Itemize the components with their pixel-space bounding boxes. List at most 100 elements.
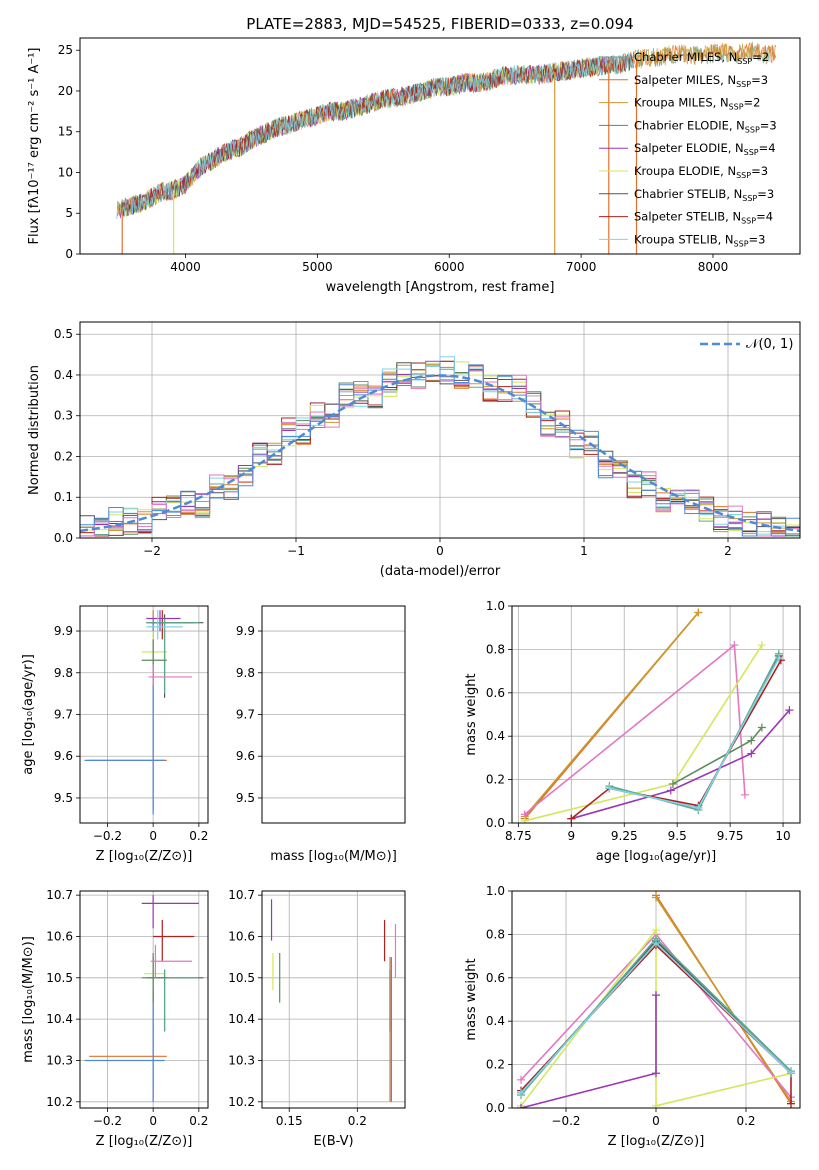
weight-marker [652, 1069, 660, 1078]
y-tick-label: 9.9 [54, 624, 73, 638]
x-tick-label: 6000 [434, 260, 465, 274]
legend-label: Chabrier ELODIE, NSSP=3 [634, 118, 777, 134]
weight-line [609, 657, 780, 809]
weight-marker [605, 784, 614, 793]
y-tick-label: 0.6 [486, 686, 505, 700]
x-tick-label: −2 [143, 544, 161, 558]
x-tick-label: 10 [775, 829, 790, 843]
plot-area [116, 41, 777, 254]
weight-line [520, 995, 657, 1108]
y-tick-label: 0.1 [54, 490, 73, 504]
weight-marker [757, 641, 766, 650]
y-tick-label: 10.5 [46, 971, 73, 985]
y-tick-label: 0.5 [54, 327, 73, 341]
weight-marker [694, 608, 703, 617]
weight-marker [694, 803, 703, 812]
panel-age_vs_Z: −0.2 0 0.2 9.5 9.6 9.7 9.8 9.9 Z [log₁₀(Z/Z⊙)] ag… [21, 605, 209, 864]
legend-label: 𝒩(0, 1) [746, 337, 793, 352]
weight-line [524, 643, 746, 815]
y-tick-label: 9.8 [236, 666, 255, 680]
spectrum-line [121, 51, 634, 217]
weight-marker [668, 779, 677, 788]
weight-marker [787, 1069, 795, 1078]
y-tick-label: 0.2 [486, 1058, 505, 1072]
axes-frame [261, 890, 406, 1109]
axes-frame [511, 605, 801, 824]
y-tick-label: 10.2 [46, 1095, 73, 1109]
x-axis-label: age [log₁₀(age/yr)] [596, 849, 717, 864]
weight-line [524, 611, 700, 818]
axes-frame [79, 321, 801, 539]
x-axis-label: wavelength [Angstrom, rest frame] [326, 280, 555, 295]
y-tick-label: 9.9 [236, 624, 255, 638]
y-tick-label: 9.5 [236, 791, 255, 805]
x-tick-label: 4000 [170, 260, 201, 274]
gaussian-curve [80, 374, 800, 533]
x-axis-label: Z [log₁₀(Z/Z⊙)] [96, 1134, 193, 1149]
y-tick-label: 9.6 [54, 749, 73, 763]
panels: 4000 5000 6000 7000 80000510152025wavelength… [21, 37, 801, 1149]
plot-area [80, 356, 800, 537]
y-tick-label: 10.3 [46, 1053, 73, 1067]
legend-label: Chabrier MILES, NSSP=2 [634, 50, 769, 66]
plot-area [84, 895, 204, 1102]
y-tick-label: 0.6 [486, 971, 505, 985]
weight-marker [785, 706, 794, 715]
y-axis-label: mass [log₁₀(M/M⊙)] [21, 936, 36, 1063]
y-tick-label: 9.7 [236, 708, 255, 722]
x-tick-label: 2 [724, 544, 732, 558]
x-tick-label: 0 [149, 1114, 157, 1128]
panel-massweight_vs_Z: −0.2 0 0.2 0.0 0.2 0.4 0.6 0.8 1.0 Z [log₁₀(Z/Z⊙)… [464, 884, 801, 1149]
weight-marker [730, 641, 739, 650]
weight-marker [757, 723, 766, 732]
y-tick-label: 20 [58, 84, 73, 98]
x-tick-label: −0.2 [551, 1114, 580, 1128]
y-tick-label: 10.3 [228, 1053, 255, 1067]
panel-mass_vs_EBV: 0.15 0.2 10.2 10.3 10.4 10.5 10.6 10.7 E(B-V) [228, 888, 406, 1149]
y-tick-label: 0.4 [486, 729, 505, 743]
histogram-step [80, 360, 800, 537]
panel-age_vs_mass: 9.5 9.6 9.7 9.8 9.9 mass [log₁₀(M/M⊙)] [236, 605, 406, 864]
weight-marker [567, 814, 576, 823]
spectrum-line [121, 52, 634, 217]
x-axis-label: (data-model)/error [380, 564, 501, 579]
y-tick-label: 15 [58, 125, 73, 139]
weight-line [570, 659, 782, 820]
panel-residuals: −2 −1 0 1 2 0.0 0.1 0.2 0.3 0.4 0.5 (data-model)/er… [27, 321, 801, 579]
x-tick-label: −0.2 [93, 1114, 122, 1128]
y-tick-label: 25 [58, 43, 73, 57]
axes-frame [79, 605, 209, 824]
y-axis-label: mass weight [464, 958, 479, 1040]
legend-label: Salpeter ELODIE, NSSP=4 [634, 141, 776, 157]
y-tick-label: 10.5 [228, 971, 255, 985]
y-tick-label: 0.0 [54, 531, 73, 545]
y-tick-label: 0.8 [486, 642, 505, 656]
axes-frame [79, 37, 801, 255]
panel-mass_vs_Z: −0.2 0 0.2 10.2 10.3 10.4 10.5 10.6 10.7 Z [log₁₀… [21, 888, 209, 1149]
x-tick-label: 7000 [566, 260, 597, 274]
weight-marker [652, 991, 660, 1000]
plot-area [520, 608, 794, 823]
x-tick-label: 9.5 [668, 829, 687, 843]
y-tick-label: 9.5 [54, 791, 73, 805]
y-tick-label: 10 [58, 165, 73, 179]
x-tick-label: 8000 [698, 260, 729, 274]
panel-spectrum: 4000 5000 6000 7000 8000 0 5 10 15 20 25 wavelength… [27, 37, 801, 295]
y-tick-label: 10.4 [46, 1012, 73, 1026]
legend-label: Chabrier STELIB, NSSP=3 [634, 187, 774, 203]
x-tick-label: 0.2 [348, 1114, 367, 1128]
weight-marker [517, 1104, 525, 1108]
x-tick-label: 0.15 [276, 1114, 303, 1128]
weight-marker [652, 926, 660, 935]
y-tick-label: 9.7 [54, 708, 73, 722]
y-tick-label: 10.2 [228, 1095, 255, 1109]
y-axis-label: Flux [fλ10⁻¹⁷ erg cm⁻² s⁻¹ A⁻¹] [27, 48, 42, 245]
y-tick-label: 0.4 [486, 1014, 505, 1028]
x-tick-label: 9.25 [611, 829, 638, 843]
y-tick-label: 9.6 [236, 749, 255, 763]
plot-area [84, 610, 204, 815]
x-tick-label: 1 [580, 544, 588, 558]
y-tick-label: 5 [65, 206, 73, 220]
x-tick-label: −1 [287, 544, 305, 558]
x-axis-label: Z [log₁₀(Z/Z⊙)] [608, 1134, 705, 1149]
